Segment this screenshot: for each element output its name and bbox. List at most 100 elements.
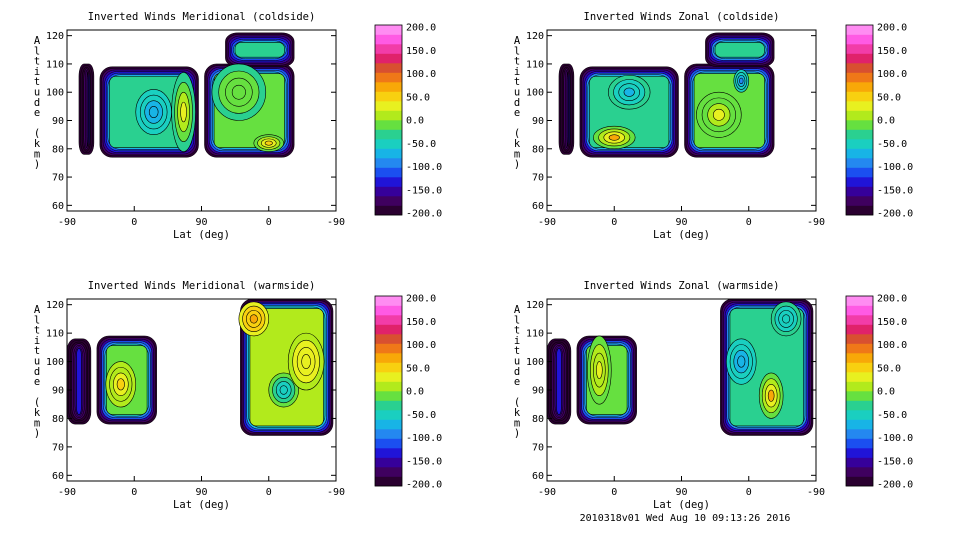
data-feature-3: [287, 332, 325, 391]
plot-area: [558, 32, 775, 158]
x-tick-label: 90: [675, 217, 687, 228]
y-tick-label: 120: [46, 300, 64, 311]
data-feature-1: [758, 372, 784, 419]
colorbar-swatch: [375, 186, 402, 197]
colorbar-swatch: [375, 148, 402, 159]
colorbar-swatch: [846, 205, 873, 216]
y-tick-label: 100: [46, 88, 64, 99]
colorbar-tick-label: -200.0: [877, 480, 913, 491]
colorbar-swatch: [846, 476, 873, 487]
colorbar-tick-label: 50.0: [406, 92, 430, 103]
colorbar-swatch: [375, 25, 402, 35]
colorbar-swatch: [846, 177, 873, 187]
colorbar-tick-label: 100.0: [406, 69, 436, 80]
colorbar-swatch: [375, 381, 402, 392]
colorbar-swatch: [846, 334, 873, 344]
y-tick-label: 100: [46, 357, 64, 368]
colorbar-tick-label: 200.0: [406, 294, 436, 305]
chart-title: Inverted Winds Zonal (coldside): [584, 11, 780, 23]
data-feature-0: [593, 125, 636, 150]
data-feature-3: [770, 301, 802, 337]
y-tick-label: 60: [532, 201, 544, 212]
colorbar-swatch: [846, 72, 873, 83]
colorbar-swatch: [846, 25, 873, 35]
colorbar-swatch: [375, 72, 402, 83]
x-axis-label: Lat (deg): [173, 499, 230, 511]
colorbar-swatch: [375, 429, 402, 439]
x-tick-label: 0: [746, 487, 752, 498]
colorbar-swatch: [375, 334, 402, 344]
colorbar-swatch: [375, 120, 402, 130]
y-tick-label: 70: [52, 442, 64, 453]
chart-panel-0: Inverted Winds Meridional (coldside) 60 70…: [34, 11, 442, 241]
data-feature-2: [733, 69, 750, 93]
colorbar-swatch: [846, 148, 873, 159]
x-tick-label: -90: [538, 217, 556, 228]
colorbar-swatch: [375, 476, 402, 487]
y-tick-label: 70: [52, 173, 64, 184]
colorbar-tick-label: 0.0: [406, 387, 424, 398]
x-axis-label: Lat (deg): [653, 229, 710, 241]
data-region-0: [558, 63, 575, 155]
colorbar-swatch: [846, 410, 873, 420]
colorbar-tick-label: 50.0: [406, 363, 430, 374]
y-tick-label: 60: [532, 471, 544, 482]
colorbar-swatch: [846, 101, 873, 111]
colorbar-tick-label: -50.0: [877, 410, 907, 421]
data-region-0: [67, 338, 92, 425]
colorbar-tick-label: -100.0: [406, 433, 442, 444]
colorbar-tick-label: 150.0: [877, 46, 907, 57]
colorbar-swatch: [846, 438, 873, 449]
colorbar-swatch: [846, 158, 873, 168]
colorbar-swatch: [846, 419, 873, 430]
colorbar-swatch: [846, 391, 873, 401]
y-tick-label: 80: [532, 144, 544, 155]
x-tick-label: 0: [131, 487, 137, 498]
colorbar-tick-label: -150.0: [406, 185, 442, 196]
colorbar-tick-label: -200.0: [406, 480, 442, 491]
colorbar: 200.0 150.0 100.0 50.0 0.0 -50.0 -100.0 -150.0 -…: [374, 294, 442, 491]
y-tick-label: 70: [532, 173, 544, 184]
data-feature-2: [253, 134, 284, 152]
colorbar-swatch: [375, 400, 402, 411]
colorbar-swatch: [846, 324, 873, 335]
colorbar-tick-label: 50.0: [877, 92, 901, 103]
y-tick-label: 120: [526, 300, 544, 311]
colorbar-tick-label: -200.0: [877, 209, 913, 220]
y-tick-label: 110: [526, 59, 544, 70]
colorbar-swatch: [846, 44, 873, 54]
colorbar-swatch: [375, 457, 402, 468]
colorbar-swatch: [375, 139, 402, 149]
colorbar-swatch: [375, 91, 402, 102]
colorbar: 200.0 150.0 100.0 50.0 0.0 -50.0 -100.0 -150.0 -…: [374, 23, 442, 220]
colorbar-swatch: [846, 372, 873, 382]
x-axis-label: Lat (deg): [173, 229, 230, 241]
data-region-3: [225, 32, 295, 68]
colorbar-frame: [374, 24, 403, 216]
chart-title: Inverted Winds Zonal (warmside): [584, 280, 780, 292]
colorbar-tick-label: -100.0: [877, 162, 913, 173]
colorbar-swatch: [375, 167, 402, 178]
x-tick-label: 0: [611, 487, 617, 498]
colorbar-swatch: [846, 400, 873, 411]
colorbar-tick-label: -150.0: [877, 456, 913, 467]
x-tick-label: -90: [58, 217, 76, 228]
colorbar-swatch: [375, 353, 402, 363]
chart-panel-1: Inverted Winds Zonal (coldside) 60 70 80 90 1…: [514, 11, 913, 241]
colorbar-tick-label: 150.0: [406, 317, 436, 328]
colorbar-swatch: [846, 63, 873, 73]
colorbar-swatch: [846, 362, 873, 373]
x-tick-label: 0: [266, 487, 272, 498]
y-tick-label: 70: [532, 442, 544, 453]
chart-title: Inverted Winds Meridional (coldside): [88, 11, 316, 23]
data-feature-2: [268, 372, 299, 408]
data-feature-1: [238, 301, 270, 337]
colorbar-tick-label: -150.0: [877, 185, 913, 196]
colorbar-tick-label: 100.0: [877, 69, 907, 80]
colorbar-tick-label: 100.0: [877, 340, 907, 351]
y-tick-label: 80: [52, 144, 64, 155]
y-tick-label: 60: [52, 201, 64, 212]
